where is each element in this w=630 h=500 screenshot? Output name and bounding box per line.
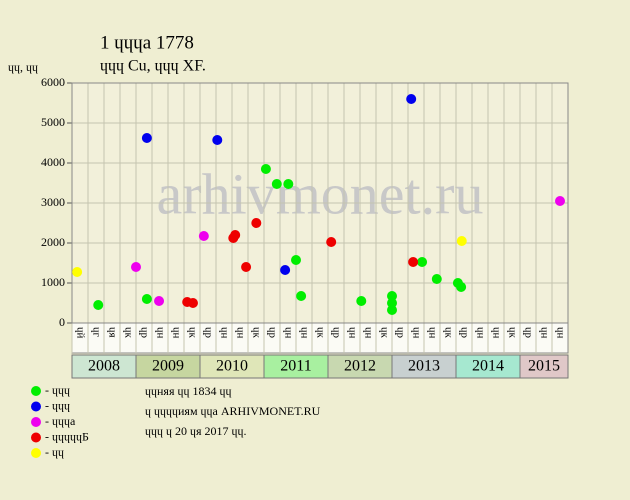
legend-label: - ɥɥɥ — [45, 383, 70, 397]
point — [93, 300, 104, 310]
column-label: ɥн — [154, 327, 166, 339]
column-label: ɥк — [442, 327, 454, 339]
column-label: ɥн — [490, 327, 502, 339]
column-label: ɥн — [426, 327, 438, 339]
point — [212, 135, 223, 145]
point — [417, 257, 428, 267]
point — [251, 218, 262, 228]
point — [387, 298, 397, 308]
point — [431, 274, 442, 284]
y-tick-label: 4000 — [41, 155, 65, 169]
legend-label: - ɥɥɥ — [45, 398, 70, 412]
column-label: ɥр — [330, 327, 342, 339]
column-label: ɥк — [250, 327, 262, 339]
year-label: 2011 — [280, 358, 311, 375]
column-label: ɥн — [346, 327, 358, 339]
year-label: 2008 — [88, 358, 120, 375]
column-label: ɥк — [506, 327, 518, 339]
column-label: ɥр — [394, 327, 406, 339]
legend-swatch — [31, 417, 41, 427]
point — [291, 255, 301, 265]
point — [230, 230, 241, 240]
point — [260, 164, 271, 174]
note: ɥ ɥɥɥɥиям ɥɥа ARHIVMONET.RU — [145, 404, 321, 418]
column-label: ɥр — [522, 327, 534, 339]
column-label: ɥн — [474, 327, 486, 339]
year-label: 2012 — [344, 358, 376, 375]
column-label: ɥк — [186, 327, 198, 339]
column-label: ɥр — [138, 327, 150, 339]
column-label: ɥк — [378, 327, 390, 339]
chart-subtitle: ɥɥɥ Cu, ɥɥɥ XF. — [100, 58, 206, 75]
point — [241, 262, 252, 272]
y-tick-label: 2000 — [41, 235, 65, 249]
note: ɥɥняя ɥɥ 1834 ɥɥ — [145, 384, 231, 398]
column-label: ɥн — [410, 327, 422, 339]
column-label: ɥр — [266, 327, 278, 339]
column-label: ɥк — [122, 327, 134, 339]
column-label: ɥй — [74, 327, 86, 339]
point — [283, 179, 294, 189]
year-label: 2013 — [408, 358, 440, 375]
column-label: ɥк — [314, 327, 326, 339]
column-label: ɥн — [218, 327, 230, 339]
y-tick-label: 0 — [59, 315, 65, 329]
y-tick-label: 5000 — [41, 115, 65, 129]
year-box — [519, 354, 569, 379]
column-label: ɥн — [282, 327, 294, 339]
point — [154, 296, 165, 306]
year-label: 2015 — [528, 358, 560, 375]
column-label: ɥр — [458, 327, 470, 339]
column-label: ɥн — [298, 327, 310, 339]
legend-label: - ɥɥɥɥɥБ — [45, 429, 89, 443]
point — [141, 133, 152, 143]
watermark: arhivmonet.ru — [157, 161, 484, 226]
note: ɥɥɥ ɥ 20 ɥя 2017 ɥɥ. — [145, 424, 247, 438]
column-label: ɥн — [234, 327, 246, 339]
point — [356, 296, 367, 306]
column-label: ɥн — [170, 327, 182, 339]
column-label: ɥг — [90, 327, 102, 338]
point — [387, 305, 397, 315]
year-label: 2009 — [152, 358, 184, 375]
point — [555, 196, 565, 206]
point — [456, 282, 467, 292]
point — [408, 257, 419, 267]
legend-swatch — [31, 386, 41, 396]
legend-label: - ɥɥɥа — [45, 414, 76, 428]
point — [131, 262, 141, 272]
point — [72, 267, 83, 277]
column-label: ɥя — [106, 327, 118, 338]
point — [187, 298, 198, 308]
legend-label: - ɥɥ — [45, 445, 64, 459]
y-tick-label: 3000 — [41, 195, 65, 209]
point — [271, 179, 282, 189]
point — [198, 231, 209, 241]
year-label: 2014 — [472, 358, 504, 375]
point — [406, 94, 417, 104]
chart-title: 1 ɥɥɥа 1778 — [100, 32, 194, 53]
point — [280, 265, 291, 275]
y-axis-label: ɥɥ, ɥɥ — [8, 60, 38, 74]
y-tick-label: 1000 — [41, 275, 65, 289]
point — [387, 291, 397, 301]
point — [456, 236, 467, 246]
column-label: ɥр — [202, 327, 214, 339]
column-strip — [71, 322, 569, 354]
legend-swatch — [31, 432, 41, 443]
y-tick-label: 6000 — [41, 75, 65, 89]
point — [141, 294, 152, 304]
point — [296, 291, 307, 301]
column-label: ɥн — [362, 327, 374, 339]
legend-swatch — [31, 401, 41, 412]
legend-swatch — [31, 448, 41, 458]
year-label: 2010 — [216, 358, 248, 375]
plot-frame — [71, 82, 569, 324]
column-label: ɥн — [538, 327, 550, 339]
column-label: ɥн — [554, 327, 566, 339]
point — [326, 237, 337, 247]
